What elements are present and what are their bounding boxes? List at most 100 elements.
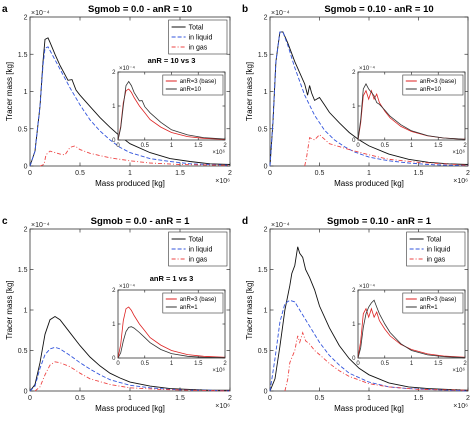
inset-legend-entry-0: anR=3 (base) <box>420 297 457 303</box>
inset-y-exponent-label: ×10⁻⁴ <box>359 65 375 72</box>
inset-x-tick-label: 1.5 <box>434 361 443 367</box>
inset-x-tick-label: 0 <box>116 143 120 149</box>
inset-series-line-1 <box>357 299 466 359</box>
chart-panel-a: a Sgmob = 0.0 - anR = 10 0 0.5 1 1.5 2 0 0.5 1 1.5… <box>2 4 232 188</box>
inset-x-tick-label: 0.5 <box>141 143 150 149</box>
main-x-tick-label: 1.5 <box>414 170 424 177</box>
inset-y-tick-label: 0 <box>352 138 356 144</box>
main-y-tick-label: 1 <box>24 89 28 96</box>
inset-y-tick-label: 0 <box>112 356 116 362</box>
chart-title: Sgmob = 0.0 - anR = 1 <box>91 216 190 227</box>
x-axis-label: Mass produced [kg] <box>334 404 404 413</box>
main-y-tick-label: 2 <box>264 227 268 234</box>
inset-legend-box <box>162 292 224 314</box>
main-y-tick-label: 2 <box>24 15 28 22</box>
inset-x-tick-label: 1.5 <box>194 361 203 367</box>
main-y-tick-label: 1 <box>264 308 268 315</box>
main-x-tick-label: 0 <box>28 395 32 402</box>
inset-x-exponent-label: ×10⁶ <box>212 367 225 374</box>
inset-y-tick-label: 1 <box>112 322 116 328</box>
inset-y-tick-label: 0 <box>352 356 356 362</box>
main-y-tick-label: 1.5 <box>18 52 28 59</box>
main-legend-entry-1: in liquid <box>189 35 213 42</box>
inset-x-tick-label: 0.5 <box>381 143 390 149</box>
main-x-exponent-label: ×10⁶ <box>453 178 468 185</box>
main-legend-entry-2: in gas <box>189 45 208 52</box>
inset-y-exponent-label: ×10⁻⁴ <box>119 65 135 72</box>
main-x-tick-label: 1 <box>128 395 132 402</box>
chart-title: Sgmob = 0.0 - anR = 10 <box>88 4 192 15</box>
main-legend-entry-0: Total <box>189 237 204 244</box>
inset-y-tick-label: 2 <box>112 70 116 76</box>
main-y-exponent-label: ×10⁻⁴ <box>271 10 290 17</box>
main-y-tick-label: 1.5 <box>18 267 28 274</box>
main-x-tick-label: 1.5 <box>414 395 424 402</box>
inset-legend-entry-0: anR=3 (base) <box>420 79 457 85</box>
main-legend-entry-0: Total <box>427 237 442 244</box>
inset-x-exponent-label: ×10⁶ <box>452 149 465 156</box>
main-y-tick-label: 2 <box>264 15 268 22</box>
x-axis-label: Mass produced [kg] <box>334 179 404 188</box>
inset-y-tick-label: 1 <box>112 104 116 110</box>
main-series-line-0 <box>29 315 230 392</box>
main-x-tick-label: 1 <box>367 395 371 402</box>
main-y-tick-label: 0.5 <box>258 126 268 133</box>
main-x-tick-label: 1.5 <box>175 395 185 402</box>
main-y-tick-label: 0.5 <box>18 348 28 355</box>
inset-x-exponent-label: ×10⁶ <box>452 367 465 374</box>
inset-legend-entry-1: anR=1 <box>180 305 199 311</box>
inset-x-tick-label: 1 <box>410 143 414 149</box>
inset-x-tick-label: 1.5 <box>194 143 203 149</box>
inset-legend-entry-1: anR=10 <box>180 87 202 93</box>
chart-panel-b: b Sgmob = 0.10 - anR = 10 0 0.5 1 1.5 2 0 0.5 1 1.… <box>242 4 470 188</box>
main-x-tick-label: 1 <box>128 170 132 177</box>
inset-series-line-0 <box>357 307 466 359</box>
inset-series-line-1 <box>117 326 226 359</box>
main-series-line-2 <box>34 361 231 392</box>
main-series-line-0 <box>269 31 469 167</box>
inset-series-line-0 <box>357 89 466 141</box>
main-x-exponent-label: ×10⁶ <box>453 403 468 410</box>
main-series-line-1 <box>29 46 231 167</box>
inset-title: anR = 1 vs 3 <box>150 274 194 283</box>
main-x-tick-label: 0.5 <box>315 170 325 177</box>
y-axis-label: Tracer mass [kg] <box>245 62 254 121</box>
panel-label: c <box>2 216 8 227</box>
inset-y-tick-label: 2 <box>352 288 356 294</box>
inset-x-exponent-label: ×10⁶ <box>212 149 225 156</box>
inset-x-tick-label: 0 <box>116 361 120 367</box>
inset-chart: anR = 10 vs 30 0.5 1 1.5 2012×10⁻⁴×10⁶anR=3 … <box>112 56 227 156</box>
y-axis-label: Tracer mass [kg] <box>245 280 254 339</box>
chart-panel-d: d Sgmob = 0.10 - anR = 1 0 0.5 1 1.5 2 0 0.5 1 1.5… <box>242 216 470 413</box>
x-axis-label: Mass produced [kg] <box>95 404 165 413</box>
inset-x-tick-label: 0 <box>356 143 360 149</box>
main-x-tick-label: 2 <box>466 170 470 177</box>
inset-x-tick-label: 0.5 <box>381 361 390 367</box>
inset-y-tick-label: 1 <box>352 322 356 328</box>
main-y-tick-label: 1 <box>24 308 28 315</box>
inset-y-exponent-label: ×10⁻⁴ <box>119 283 135 290</box>
main-x-tick-label: 0 <box>268 395 272 402</box>
x-axis-label: Mass produced [kg] <box>95 179 165 188</box>
inset-x-tick-label: 2 <box>223 361 227 367</box>
main-x-exponent-label: ×10⁶ <box>215 178 230 185</box>
inset-x-tick-label: 2 <box>463 361 467 367</box>
y-axis-label: Tracer mass [kg] <box>5 280 14 339</box>
main-y-tick-label: 2 <box>24 227 28 234</box>
inset-y-tick-label: 0 <box>112 138 116 144</box>
main-series-line-2 <box>284 331 469 392</box>
inset-x-tick-label: 1 <box>410 361 414 367</box>
inset-series-line-0 <box>117 306 226 359</box>
inset-legend-entry-0: anR=3 (base) <box>180 297 217 303</box>
y-axis-label: Tracer mass [kg] <box>5 62 14 121</box>
main-y-tick-label: 1.5 <box>258 52 268 59</box>
inset-legend-box <box>402 292 464 314</box>
inset-legend-box <box>402 74 464 96</box>
main-x-tick-label: 0.5 <box>75 170 85 177</box>
main-series-line-2 <box>304 134 469 167</box>
inset-y-tick-label: 2 <box>352 70 356 76</box>
inset-legend-entry-1: anR=1 <box>420 305 439 311</box>
inset-y-exponent-label: ×10⁻⁴ <box>359 283 375 290</box>
